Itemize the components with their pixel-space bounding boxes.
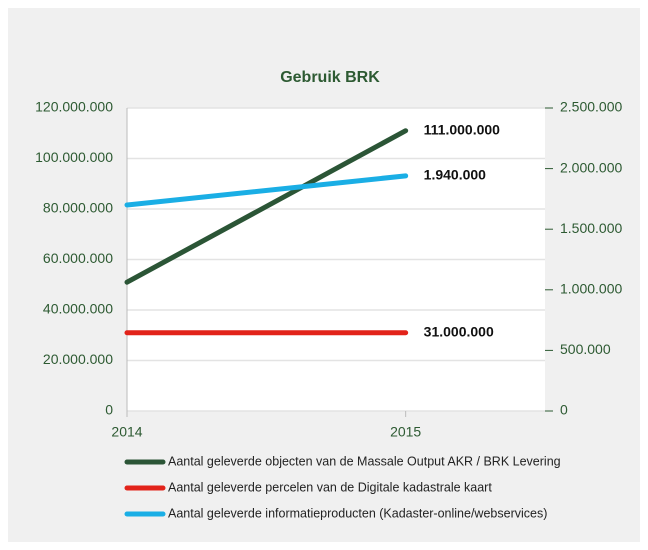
- data-label: 31.000.000: [424, 323, 494, 339]
- legend-label: Aantal geleverde objecten van de Massale…: [168, 454, 561, 468]
- chart-title: Gebruik BRK: [280, 69, 380, 86]
- data-label: 1.940.000: [424, 167, 486, 183]
- series-line: [124, 173, 409, 208]
- y-tick-label: 20.000.000: [43, 351, 113, 367]
- y-tick-label: 100.000.000: [35, 149, 113, 165]
- y2-tick-label: 500.000: [560, 341, 611, 357]
- y2-tick-label: 2.500.000: [560, 99, 622, 115]
- legend-label: Aantal geleverde informatieproducten (Ka…: [168, 506, 547, 520]
- y-tick-label: 0: [105, 402, 113, 418]
- y2-tick-label: 2.000.000: [560, 159, 622, 175]
- legend-label: Aantal geleverde percelen van de Digital…: [168, 480, 492, 494]
- y2-tick-label: 1.500.000: [560, 220, 622, 236]
- x-tick-label: 2014: [111, 424, 142, 440]
- y-tick-label: 120.000.000: [35, 99, 113, 115]
- y-tick-label: 80.000.000: [43, 200, 113, 216]
- data-label: 111.000.000: [424, 121, 501, 137]
- y2-tick-label: 0: [560, 402, 568, 418]
- y-tick-label: 60.000.000: [43, 250, 113, 266]
- y-tick-label: 40.000.000: [43, 301, 113, 317]
- x-tick-label: 2015: [390, 424, 421, 440]
- y2-tick-label: 1.000.000: [560, 281, 622, 297]
- series-line: [124, 128, 409, 285]
